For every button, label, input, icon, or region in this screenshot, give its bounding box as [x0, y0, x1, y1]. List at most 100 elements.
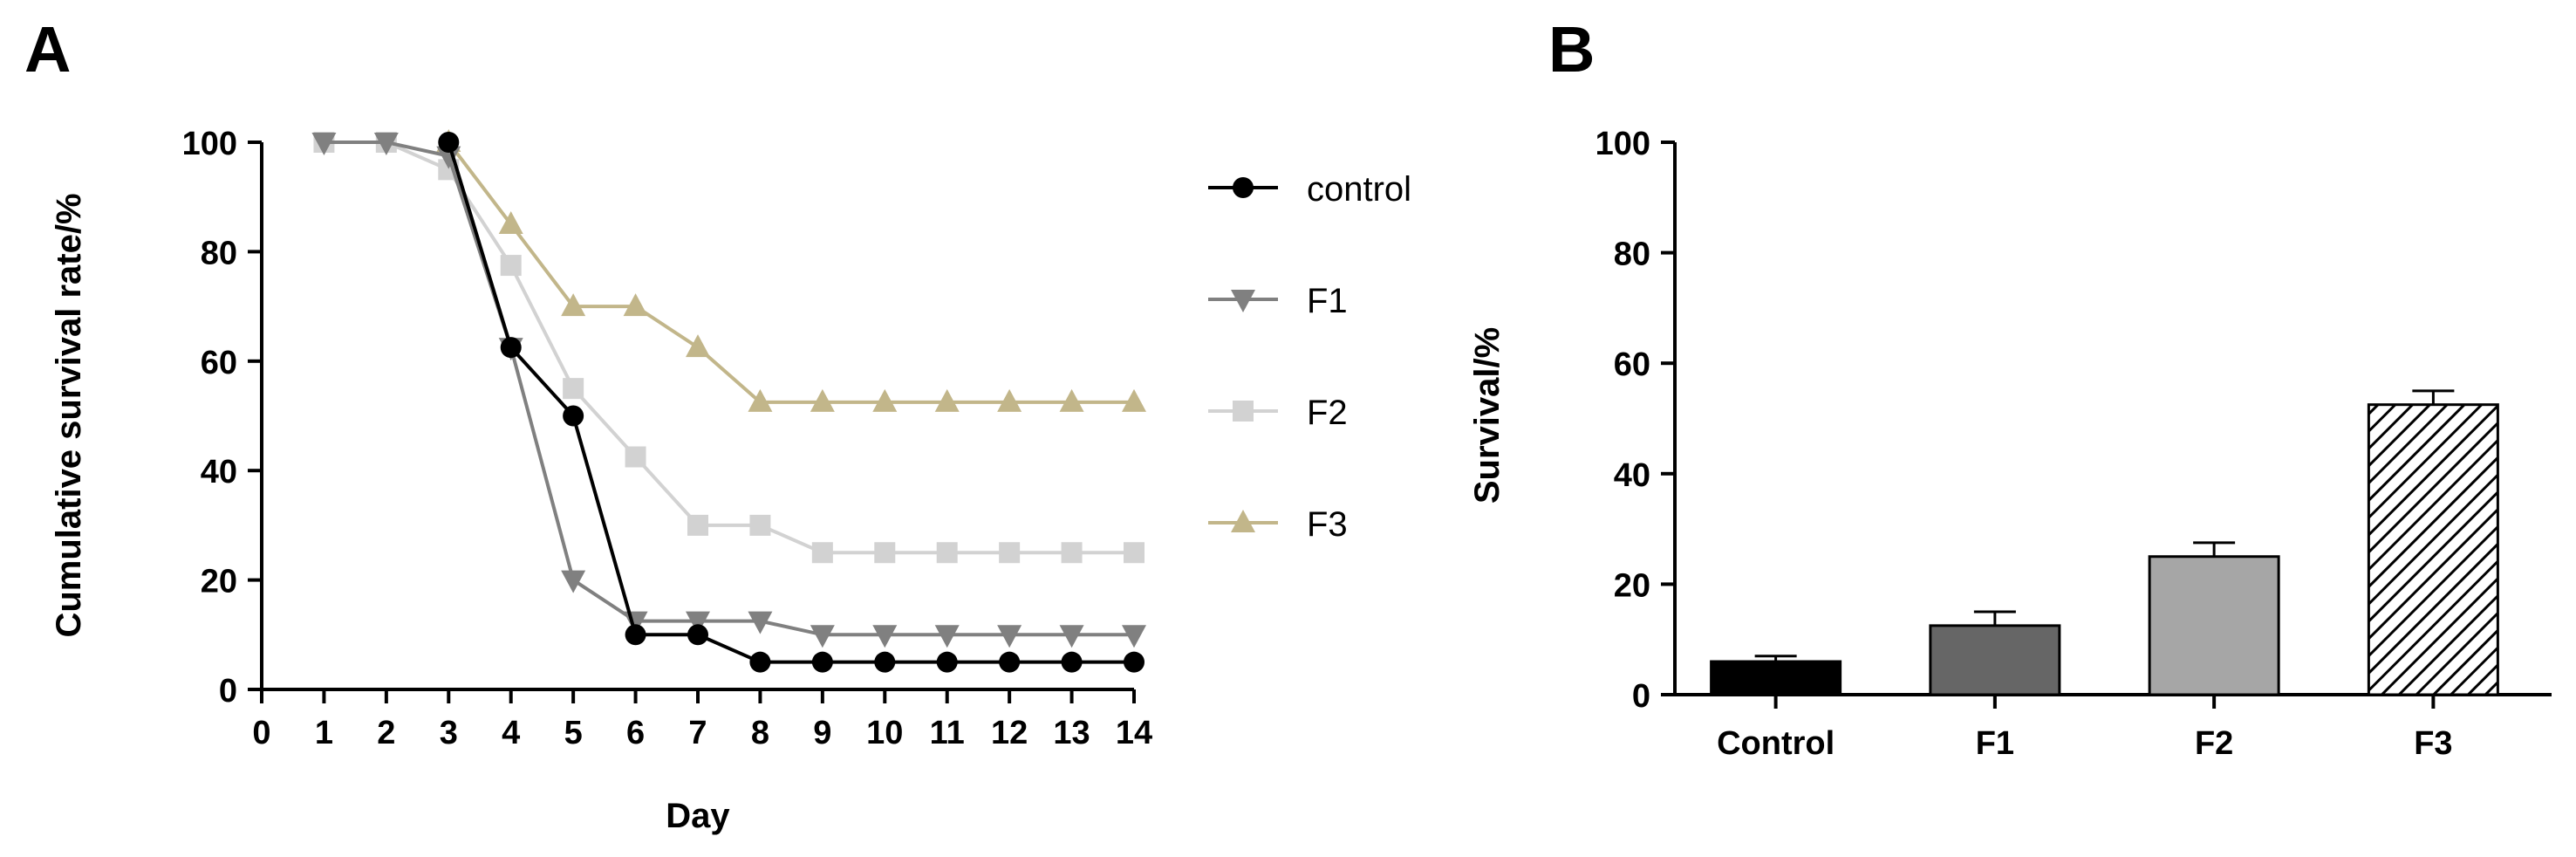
data-point — [748, 388, 773, 412]
data-point — [1059, 388, 1084, 412]
x-tick-label: F3 — [2414, 725, 2452, 762]
legend-item-f1: F1 — [1208, 282, 1348, 320]
bar-chart-bars — [1710, 389, 2499, 696]
x-tick-label: F2 — [2195, 725, 2233, 762]
legend-label: control — [1307, 170, 1411, 209]
x-tick-label: 9 — [813, 715, 831, 751]
y-tick-label: 20 — [1614, 567, 1650, 604]
y-tick-label: 80 — [1614, 237, 1650, 273]
data-point — [872, 388, 898, 412]
y-tick-label: 100 — [182, 126, 237, 162]
x-tick-label: 13 — [1053, 715, 1090, 751]
line-chart-legend: control F1 F2 F3 — [1208, 170, 1411, 544]
bar-rect — [1929, 624, 2061, 696]
series-f2 — [313, 132, 1145, 564]
series-f3 — [436, 129, 1146, 412]
data-point — [872, 625, 898, 648]
data-point — [1122, 625, 1146, 648]
bar-chart-y-axis-title: Survival/% — [1468, 327, 1507, 504]
x-tick-label: 8 — [751, 715, 769, 751]
data-point — [498, 211, 523, 235]
data-point — [936, 651, 958, 673]
bar-f3 — [2367, 389, 2499, 696]
data-point — [999, 542, 1021, 564]
bar-control — [1710, 655, 1842, 696]
x-tick-label: 14 — [1116, 715, 1152, 751]
data-point — [810, 388, 835, 412]
data-point — [373, 133, 399, 155]
data-point — [1122, 388, 1146, 412]
data-point — [934, 625, 960, 648]
data-point — [1061, 651, 1083, 673]
legend-swatch-marker — [1233, 401, 1254, 422]
x-tick-label: 5 — [564, 715, 583, 751]
bar-rect — [2367, 403, 2499, 696]
legend-label: F1 — [1307, 282, 1348, 320]
y-tick-label: 0 — [219, 673, 237, 710]
x-tick-label: 6 — [626, 715, 645, 751]
data-point — [749, 651, 771, 673]
legend-swatch-marker — [1231, 290, 1255, 312]
data-point — [623, 293, 648, 317]
legend-swatch-marker — [1231, 510, 1255, 532]
legend-label: F3 — [1307, 505, 1348, 544]
data-point — [1124, 542, 1145, 564]
series-line — [447, 141, 1134, 404]
data-point — [748, 611, 773, 634]
line-chart-y-ticks: 0 20 40 60 80 100 — [182, 126, 262, 710]
line-chart-y-axis-title: Cumulative survival rate/% — [50, 193, 88, 637]
data-point — [811, 542, 833, 564]
x-tick-label: 2 — [377, 715, 395, 751]
bar-rect — [2148, 555, 2280, 696]
data-point — [311, 133, 337, 155]
data-point — [500, 337, 522, 359]
legend-item-f3: F3 — [1208, 505, 1348, 544]
y-tick-label: 60 — [1614, 346, 1650, 383]
line-chart-x-axis-title: Day — [666, 797, 730, 835]
line-chart-x-ticks: 0 1 2 3 4 5 6 7 8 9 10 11 12 13 14 — [252, 689, 1152, 751]
data-point — [997, 625, 1022, 648]
x-tick-label: F1 — [1976, 725, 2014, 762]
series-line — [324, 141, 1134, 555]
data-point — [561, 570, 586, 593]
panel-a-letter: A — [24, 13, 71, 86]
bar-chart-y-ticks: 0 20 40 60 80 100 — [1595, 126, 1675, 715]
series-f1 — [311, 133, 1146, 648]
legend-label: F2 — [1307, 394, 1348, 432]
y-tick-label: 0 — [1632, 678, 1650, 715]
line-chart-axes — [260, 142, 1134, 691]
data-point — [1061, 542, 1083, 564]
data-point — [436, 146, 461, 169]
data-point — [561, 293, 586, 317]
x-tick-label: 4 — [502, 715, 520, 751]
data-point — [686, 334, 710, 358]
data-point — [997, 388, 1022, 412]
line-chart-series — [311, 129, 1146, 673]
data-point — [563, 405, 584, 427]
data-point — [686, 611, 710, 634]
y-tick-label: 80 — [201, 235, 237, 271]
data-point — [687, 514, 708, 536]
bar-rect — [1710, 660, 1842, 696]
data-point — [625, 624, 646, 646]
series-line — [324, 141, 1134, 637]
data-point — [749, 514, 771, 536]
bar-f1 — [1929, 610, 2061, 696]
x-tick-label: 7 — [688, 715, 707, 751]
y-tick-label: 100 — [1595, 126, 1650, 162]
data-point — [625, 446, 646, 468]
data-point — [874, 651, 896, 673]
data-point — [810, 625, 835, 648]
x-tick-label: 12 — [991, 715, 1028, 751]
data-point — [1059, 625, 1084, 648]
y-tick-label: 40 — [1614, 457, 1650, 494]
panel-b-letter: B — [1548, 13, 1595, 86]
data-point — [811, 651, 833, 673]
x-tick-label: 10 — [866, 715, 903, 751]
x-tick-label: 11 — [930, 715, 965, 751]
y-tick-label: 40 — [201, 454, 237, 490]
bar-chart-x-labels: Control F1 F2 F3 — [1717, 695, 2453, 762]
series-control — [438, 132, 1145, 673]
survival-bar-chart: 0 20 40 60 80 100 Survival/% Control F1 F2 F3 — [1468, 126, 2552, 762]
